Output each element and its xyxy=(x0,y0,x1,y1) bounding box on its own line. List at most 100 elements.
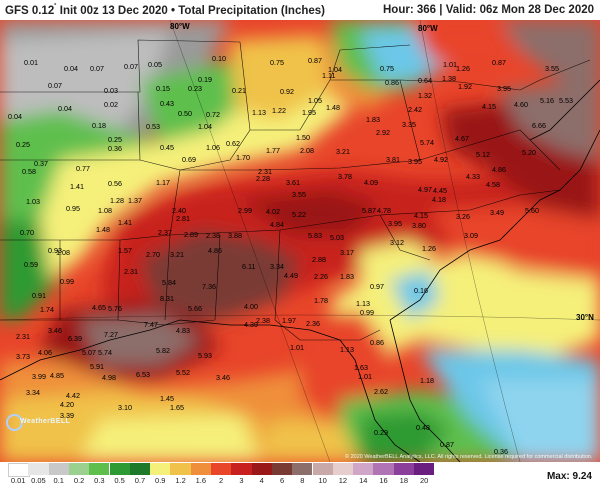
precipitation-map xyxy=(0,20,600,462)
precip-value-label: 0.02 xyxy=(104,100,118,109)
precip-value-label: 0.56 xyxy=(108,179,122,188)
precip-value-label: 4.15 xyxy=(482,102,496,111)
precip-value-label: 5.53 xyxy=(559,96,573,105)
legend-tick-label: 3 xyxy=(239,476,244,485)
precip-value-label: 3.80 xyxy=(412,221,426,230)
max-label: Max: xyxy=(546,471,570,482)
precip-value-label: 5.74 xyxy=(420,138,434,147)
precip-value-label: 6.39 xyxy=(68,334,82,343)
legend-tick-label: 18 xyxy=(399,476,409,485)
precip-value-label: 1.74 xyxy=(40,305,54,314)
precip-value-label: 5.52 xyxy=(176,368,190,377)
precip-value-label: 1.04 xyxy=(328,65,342,74)
map-header: GFS 0.12˚ Init 00z 13 Dec 2020 • Total P… xyxy=(0,0,600,20)
precip-value-label: 5.07 xyxy=(82,348,96,357)
precip-value-label: 3.34 xyxy=(26,388,40,397)
precip-value-label: 0.23 xyxy=(188,84,202,93)
precip-value-label: 1.77 xyxy=(266,146,280,155)
legend-tick-label: 8 xyxy=(300,476,305,485)
precip-value-label: 1.65 xyxy=(170,403,184,412)
precip-value-label: 1.78 xyxy=(314,296,328,305)
copyright-credit: © 2020 WeatherBELL Analytics, LLC. All r… xyxy=(345,454,593,460)
legend-tick-label: 0.9 xyxy=(155,476,166,485)
legend-tick-label: 0.05 xyxy=(31,476,46,485)
precip-value-label: 1.26 xyxy=(456,64,470,73)
precip-value-label: 2.88 xyxy=(312,255,326,264)
precip-value-label: 1.01 xyxy=(358,372,372,381)
precip-value-label: 3.95 xyxy=(388,219,402,228)
precip-value-label: 3.35 xyxy=(402,120,416,129)
precip-value-label: 4.15 xyxy=(414,211,428,220)
precip-value-label: 3.95 xyxy=(408,157,422,166)
hour-value: 366 xyxy=(416,4,437,16)
precip-value-label: 0.15 xyxy=(156,84,170,93)
precip-value-label: 1.28 xyxy=(110,196,124,205)
legend-tick-label: 16 xyxy=(379,476,388,485)
max-value-display: Max: 9.24 xyxy=(547,471,592,482)
precip-value-label: 1.18 xyxy=(420,376,434,385)
precip-value-label: 0.92 xyxy=(280,87,294,96)
state-boundaries xyxy=(0,39,591,341)
legend-tick-label: 10 xyxy=(318,476,327,485)
precip-value-label: 0.43 xyxy=(160,99,174,108)
precip-value-label: 5.91 xyxy=(90,362,104,371)
precip-value-label: 3.17 xyxy=(340,248,354,257)
precip-value-label: 4.65 xyxy=(92,303,106,312)
precip-value-label: 5.87 xyxy=(362,206,376,215)
max-value: 9.24 xyxy=(572,471,592,482)
precip-value-label: 4.02 xyxy=(266,207,280,216)
legend-tick-label: 0.1 xyxy=(53,476,64,485)
precip-value-label: 1.06 xyxy=(206,143,220,152)
longitude-label-right: 80°W xyxy=(418,24,438,33)
precip-value-label: 4.60 xyxy=(514,100,528,109)
legend-tick-label: 20 xyxy=(419,476,429,485)
precip-value-label: 0.21 xyxy=(232,86,246,95)
legend-swatch xyxy=(89,463,110,475)
legend-swatch xyxy=(353,463,374,475)
precip-value-label: 4.85 xyxy=(50,371,64,380)
precip-value-label: 7.47 xyxy=(144,320,158,329)
legend-swatch xyxy=(271,463,293,475)
legend-tick-label: 6 xyxy=(279,476,285,485)
header-separator: • xyxy=(171,4,176,17)
precip-value-label: 3.34 xyxy=(270,262,284,271)
precip-value-label: 0.58 xyxy=(22,167,36,176)
precip-value-label: 1.13 xyxy=(356,299,370,308)
precip-value-label: 4.49 xyxy=(284,271,298,280)
legend-swatch xyxy=(292,463,313,475)
precip-value-label: 8.31 xyxy=(160,294,174,303)
header-right: Hour: 366 | Valid: 06z Mon 28 Dec 2020 xyxy=(383,4,594,16)
precip-value-label: 1.83 xyxy=(366,115,380,124)
precip-value-label: 3.21 xyxy=(170,250,184,259)
precip-value-label: 4.18 xyxy=(432,195,446,204)
precip-value-label: 5.60 xyxy=(525,206,539,215)
precip-value-label: 3.61 xyxy=(286,178,300,187)
precip-value-label: 2.40 xyxy=(172,206,186,215)
precip-value-label: 0.72 xyxy=(206,110,220,119)
precip-value-label: 1.13 xyxy=(252,108,266,117)
precip-value-label: 0.45 xyxy=(160,143,174,152)
precip-value-label: 0.36 xyxy=(108,144,122,153)
product-name: Total Precipitation (Inches) xyxy=(178,4,325,17)
precip-value-label: 1.11 xyxy=(322,71,336,80)
precip-value-label: 0.75 xyxy=(270,58,284,67)
precip-value-label: 3.81 xyxy=(386,155,400,164)
legend-swatch xyxy=(8,463,31,477)
precip-value-label: 0.64 xyxy=(418,76,432,85)
precip-value-label: 4.86 xyxy=(492,165,506,174)
precip-value-label: 0.99 xyxy=(360,308,374,317)
legend-tick-label: 0.3 xyxy=(94,476,105,485)
precip-value-label: 5.93 xyxy=(198,351,212,360)
legend-swatch xyxy=(129,463,151,475)
precip-value-label: 2.08 xyxy=(300,146,314,155)
hour-label: Hour: xyxy=(383,4,414,16)
legend-swatch xyxy=(48,463,69,475)
header-left: GFS 0.12˚ Init 00z 13 Dec 2020 • Total P… xyxy=(5,4,325,17)
precip-value-label: 4.97 xyxy=(418,185,432,194)
precip-value-label: 0.99 xyxy=(60,277,74,286)
precip-value-label: 1.26 xyxy=(422,244,436,253)
precip-value-label: 5.83 xyxy=(308,231,322,240)
precip-value-label: 1.41 xyxy=(70,182,84,191)
header-separator: | xyxy=(439,4,443,16)
precip-value-label: 2.31 xyxy=(258,167,272,176)
